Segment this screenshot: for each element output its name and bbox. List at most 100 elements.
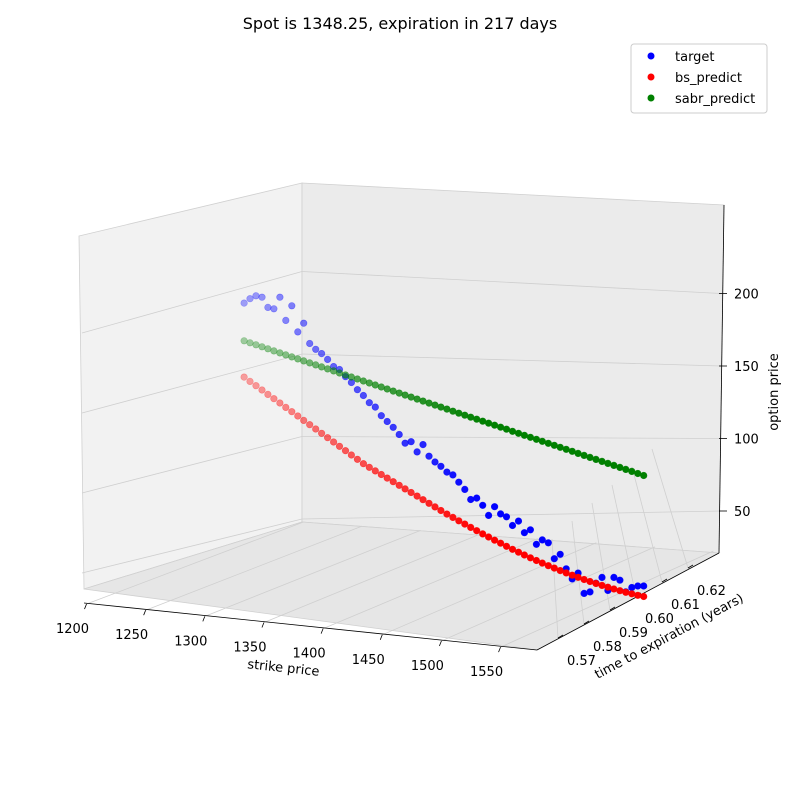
bs_predict-point <box>479 530 487 538</box>
x-gridline <box>382 542 597 636</box>
bs_predict-point <box>395 481 403 489</box>
sabr_predict-point <box>264 345 272 353</box>
bs_predict-point <box>604 583 612 591</box>
sabr_predict-point <box>419 397 427 405</box>
bs_predict-point <box>532 556 541 565</box>
y-gridline <box>651 448 689 569</box>
x-gridline <box>86 521 304 605</box>
sabr_predict-point <box>347 373 356 381</box>
bs_predict-point <box>443 510 451 518</box>
bs_predict-point <box>538 559 546 567</box>
x-gridline <box>322 538 538 630</box>
bs_predict-point <box>318 429 326 437</box>
tick-labels: 1200 1250 1300 1350 1400 1450 1500 1550 0.570.58… <box>56 288 759 681</box>
target-point <box>383 417 391 426</box>
sabr_predict-point <box>610 461 618 470</box>
legend-label-bs_predict: bs_predict <box>675 71 742 86</box>
sabr_predict-point <box>455 409 463 417</box>
target-point <box>371 403 379 411</box>
bs_predict-point <box>461 520 469 528</box>
y-tick-label: 0.58 <box>593 640 622 655</box>
legend-marker-sabr_predict <box>647 94 655 102</box>
sabr_predict-point <box>616 463 624 472</box>
sabr_predict-point <box>497 423 505 431</box>
z-gridline-side <box>81 518 303 574</box>
bs_predict-point <box>383 474 391 482</box>
sabr_predict-point <box>407 393 415 401</box>
chart-title: Spot is 1348.25, expiration in 217 days <box>243 14 557 33</box>
x-tick <box>498 646 501 653</box>
sabr_predict-point <box>514 429 523 437</box>
sabr_predict-point <box>443 405 451 413</box>
y-tick <box>661 578 668 583</box>
sabr_predict-point <box>592 455 600 464</box>
target-point <box>443 468 451 476</box>
bs_predict-point <box>526 554 535 562</box>
sabr_predict-point <box>389 387 397 395</box>
target-point <box>598 573 606 582</box>
x-tick-label: 1500 <box>411 659 444 674</box>
bs_predict-point <box>550 564 558 572</box>
y-tick-label: 0.61 <box>671 598 700 613</box>
sabr_predict-point <box>324 365 332 373</box>
target-point <box>401 439 409 447</box>
target-point <box>389 423 397 431</box>
sabr_predict-point <box>300 357 308 365</box>
z-gridline-back <box>301 436 722 439</box>
sabr_predict-point <box>330 367 338 375</box>
target-point <box>526 526 535 534</box>
z-tick-label: 50 <box>734 505 751 520</box>
sabr_predict-point <box>437 403 445 411</box>
target-point <box>419 441 427 449</box>
target-point <box>431 458 439 466</box>
bs_predict-point <box>562 569 570 577</box>
target-point <box>502 513 511 521</box>
sabr_predict-point <box>258 343 266 351</box>
bs_predict-point <box>288 408 296 416</box>
bs_predict-point <box>246 377 254 386</box>
sabr_predict-point <box>556 443 564 451</box>
x-tick-label: 1250 <box>115 628 148 643</box>
bs_predict-point <box>485 533 493 541</box>
sabr_predict-point <box>365 379 373 387</box>
back-panes <box>78 182 725 651</box>
back-pane <box>301 182 725 554</box>
sabr_predict-point <box>288 353 296 361</box>
x-gridline <box>500 550 714 648</box>
target-point <box>365 399 373 407</box>
sabr_predict-point <box>252 341 260 349</box>
sabr_predict-point <box>335 369 344 377</box>
bs_predict-point <box>324 434 332 442</box>
sabr_predict-point <box>282 351 290 359</box>
target-point <box>437 462 445 470</box>
bs_predict-point <box>610 585 618 593</box>
bs_predict-point <box>401 485 409 493</box>
x-tick <box>439 640 442 647</box>
bs_predict-point <box>240 373 248 381</box>
target-point <box>628 583 636 592</box>
target-point <box>246 295 254 303</box>
target-point <box>425 452 433 460</box>
sabr_predict-point <box>634 469 642 478</box>
bs_predict-point <box>353 455 362 463</box>
bs_predict-point <box>514 548 523 556</box>
bs_predict-point <box>306 421 314 429</box>
z-gridline-side <box>81 436 303 494</box>
target-point <box>252 292 260 300</box>
target-point <box>455 478 463 486</box>
target-point <box>300 319 308 327</box>
target-point <box>479 501 487 509</box>
target-point <box>359 391 368 400</box>
legend-label-target: target <box>675 50 715 65</box>
target-point <box>473 494 481 502</box>
sabr_predict-point <box>544 439 552 447</box>
sabr_predict-point <box>318 363 326 371</box>
sabr_predict-point <box>461 411 469 419</box>
target-point <box>616 576 624 584</box>
target-point <box>508 521 517 530</box>
bs_predict-point <box>407 488 415 497</box>
sabr_predict-point <box>598 457 606 466</box>
target-point <box>395 430 403 439</box>
bs_predict-point <box>419 496 427 504</box>
target-point <box>538 536 546 544</box>
